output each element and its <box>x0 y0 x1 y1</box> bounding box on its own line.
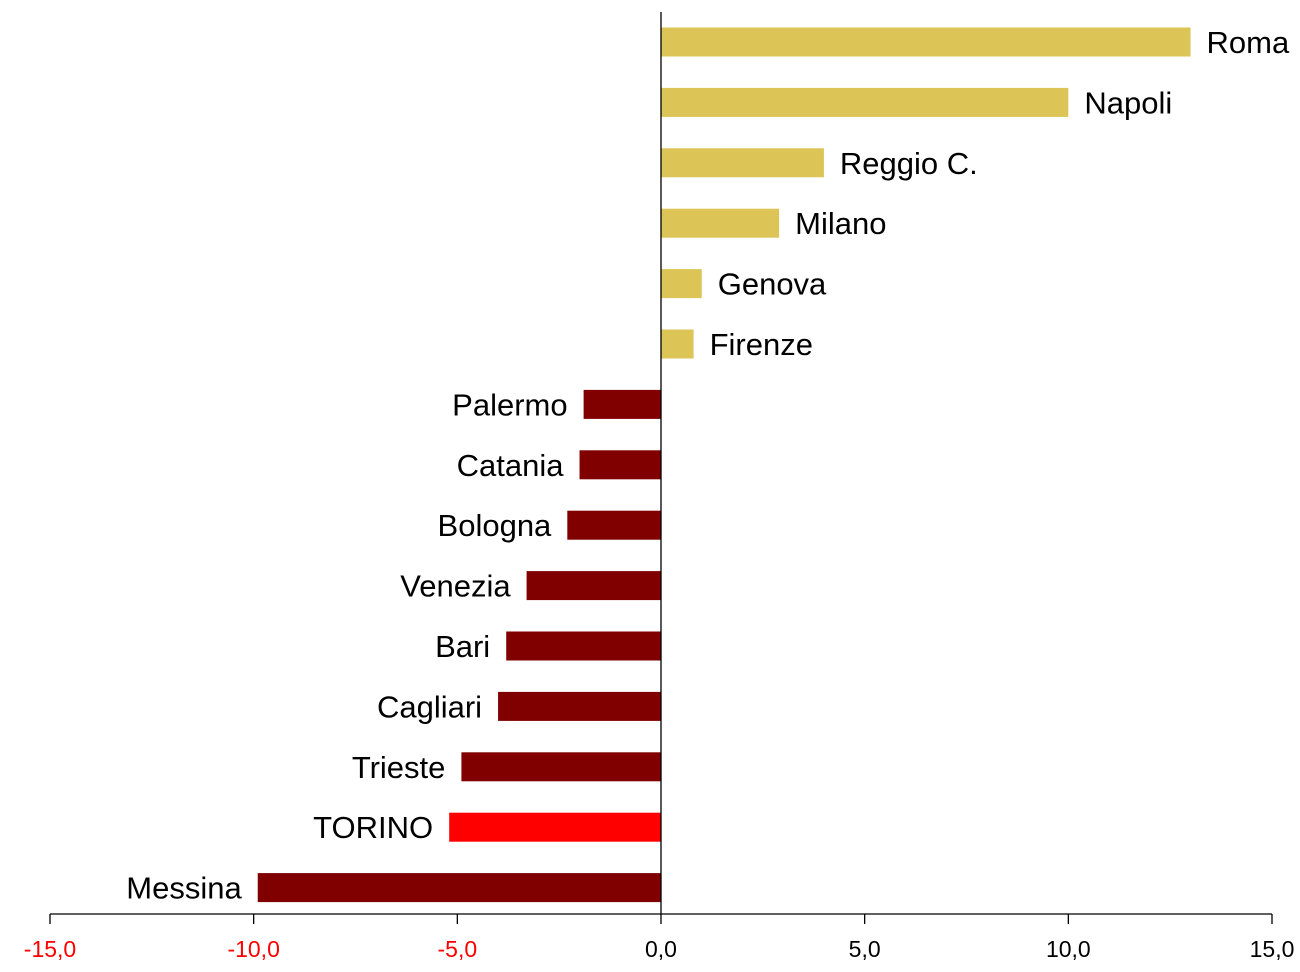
bar-palermo <box>583 389 661 419</box>
bar-label: Bari <box>435 629 490 664</box>
bar-label: Firenze <box>710 327 813 362</box>
x-tick-label: -5,0 <box>438 936 478 962</box>
x-tick-label: -15,0 <box>24 936 76 962</box>
bar-milano <box>661 208 780 238</box>
bar-genova <box>661 269 702 299</box>
bar-cagliari <box>498 691 661 721</box>
bar-label: Bologna <box>438 508 553 543</box>
bar-bologna <box>567 510 661 540</box>
bar-labels-group: Roma Napoli Reggio C. Milano Genova Firenze Pa… <box>126 25 1290 906</box>
bar-trieste <box>461 752 661 782</box>
bar-label: Palermo <box>452 387 567 422</box>
bar-label: Reggio C. <box>840 146 978 181</box>
bars-group <box>257 27 1191 903</box>
x-tick-label: 10,0 <box>1046 936 1091 962</box>
x-axis: -15,0 -10,0 -5,0 0,0 5,0 10,0 15,0 <box>24 12 1295 962</box>
x-tick-label: 15,0 <box>1250 936 1295 962</box>
bar-messina <box>257 873 661 903</box>
bar-firenze <box>661 329 694 359</box>
bar-label: Cagliari <box>377 689 482 724</box>
bar-label: Milano <box>795 206 886 241</box>
bar-label: Roma <box>1207 25 1290 60</box>
bar-roma <box>661 27 1191 57</box>
bar-torino <box>449 812 661 842</box>
x-tick-label: 0,0 <box>645 936 677 962</box>
bar-label: Messina <box>126 871 242 906</box>
bar-napoli <box>661 87 1069 117</box>
bar-label: Trieste <box>352 750 446 785</box>
x-tick-label: -10,0 <box>227 936 279 962</box>
bar-bari <box>506 631 661 661</box>
bar-label: TORINO <box>313 810 433 845</box>
bar-label: Napoli <box>1084 85 1172 120</box>
x-tick-label: 5,0 <box>849 936 881 962</box>
bar-label: Genova <box>718 267 827 302</box>
bar-reggio-c <box>661 148 824 178</box>
bar-label: Venezia <box>400 569 511 604</box>
bar-label: Catania <box>457 448 565 483</box>
bar-venezia <box>526 571 661 601</box>
bar-catania <box>579 450 661 480</box>
